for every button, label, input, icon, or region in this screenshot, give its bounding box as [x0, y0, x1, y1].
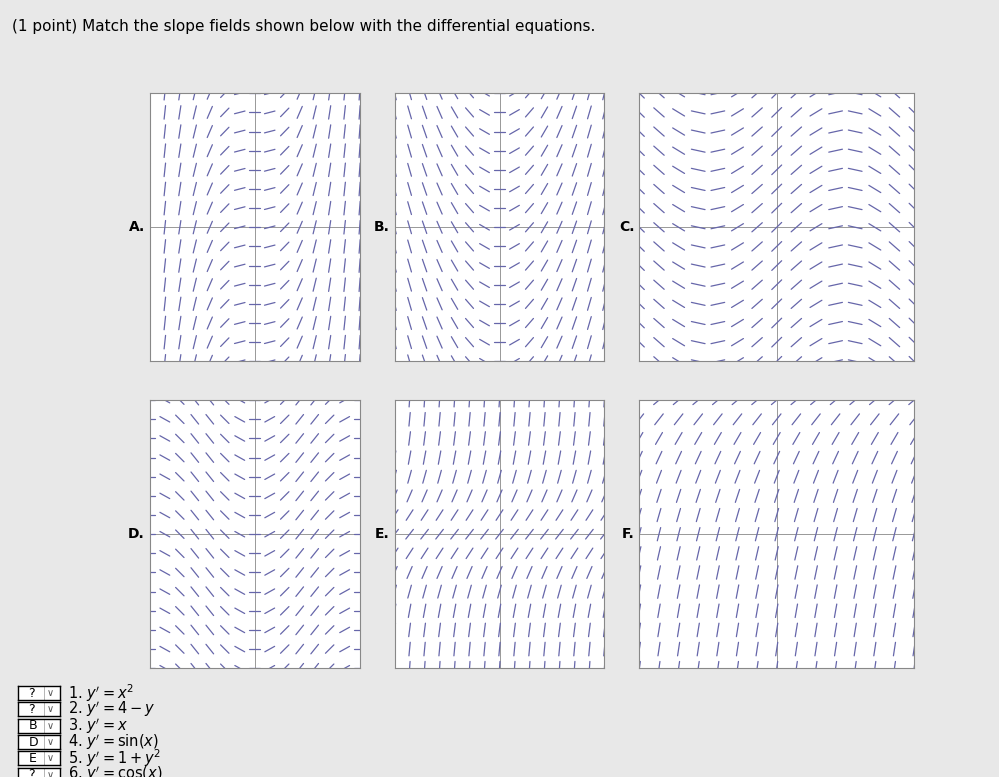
- Text: ∨: ∨: [47, 688, 54, 698]
- Text: ∨: ∨: [47, 705, 54, 714]
- Text: ?: ?: [28, 687, 35, 699]
- Text: 5. $y' = 1 + y^2$: 5. $y' = 1 + y^2$: [68, 747, 161, 769]
- Text: 6. $y' = \cos(x)$: 6. $y' = \cos(x)$: [68, 765, 163, 777]
- Text: D.: D.: [128, 527, 145, 542]
- Text: 4. $y' = \sin(x)$: 4. $y' = \sin(x)$: [68, 732, 159, 752]
- Text: (1 point) Match the slope fields shown below with the differential equations.: (1 point) Match the slope fields shown b…: [12, 19, 595, 34]
- Text: A.: A.: [129, 220, 145, 235]
- Text: C.: C.: [618, 220, 634, 235]
- Text: 2. $y' = 4 - y$: 2. $y' = 4 - y$: [68, 699, 155, 720]
- Text: B.: B.: [374, 220, 390, 235]
- Text: 1. $y' = x^2$: 1. $y' = x^2$: [68, 682, 134, 704]
- Text: ?: ?: [28, 768, 35, 777]
- Text: 3. $y' = x$: 3. $y' = x$: [68, 716, 128, 736]
- Text: B: B: [28, 720, 37, 732]
- Text: ∨: ∨: [47, 754, 54, 763]
- Text: D: D: [28, 736, 38, 748]
- Text: E.: E.: [375, 527, 390, 542]
- Text: ?: ?: [28, 703, 35, 716]
- Text: F.: F.: [621, 527, 634, 542]
- Text: ∨: ∨: [47, 721, 54, 730]
- Text: ∨: ∨: [47, 737, 54, 747]
- Text: ∨: ∨: [47, 770, 54, 777]
- Text: E: E: [28, 752, 36, 765]
